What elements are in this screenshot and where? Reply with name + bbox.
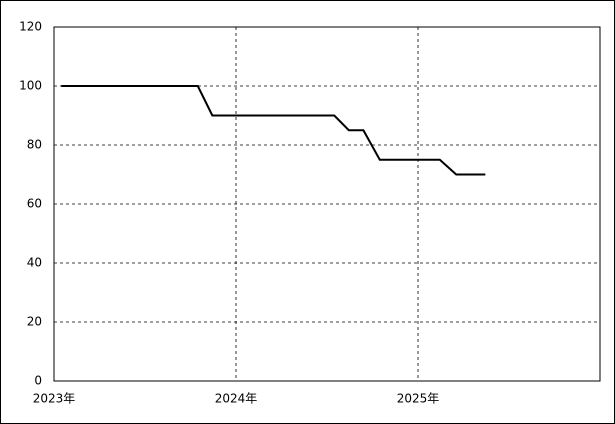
- line: [61, 85, 486, 176]
- y-tick-label: 120: [19, 20, 42, 34]
- y-tick-label: 0: [34, 374, 42, 388]
- y-tick-label: 100: [19, 79, 42, 93]
- y-tick-label: 60: [27, 197, 42, 211]
- x-tick-label: 2024年: [215, 392, 258, 406]
- y-tick-label: 80: [27, 138, 42, 152]
- y-tick-label: 20: [27, 315, 42, 329]
- y-tick-label: 40: [27, 256, 42, 270]
- x-tick-label: 2025年: [397, 392, 440, 406]
- x-tick-label: 2023年: [33, 392, 76, 406]
